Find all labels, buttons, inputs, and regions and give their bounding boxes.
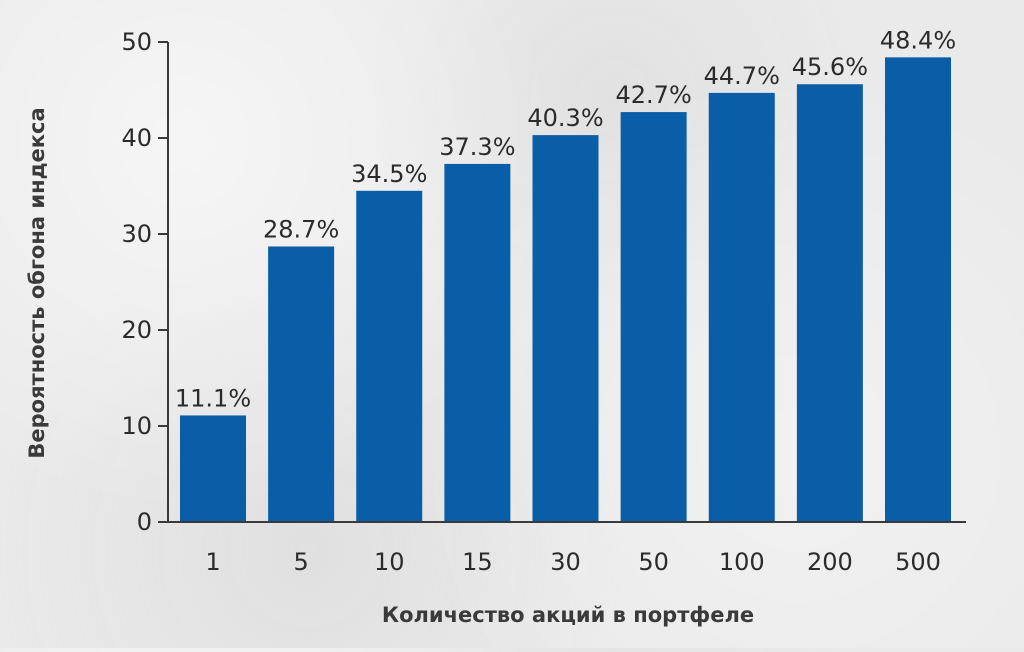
bar-data-label: 40.3% bbox=[527, 104, 603, 132]
y-tick-label: 50 bbox=[121, 28, 152, 56]
y-axis-title: Вероятность обгона индекса bbox=[25, 107, 49, 458]
bar-data-label: 45.6% bbox=[792, 53, 868, 81]
x-axis-title: Количество акций в портфеле bbox=[382, 603, 754, 627]
y-tick-label: 0 bbox=[137, 508, 152, 536]
bar-data-label: 48.4% bbox=[880, 26, 956, 54]
bar bbox=[796, 84, 863, 523]
bar-data-label: 44.7% bbox=[704, 62, 780, 90]
y-axis-ticks: 0 10 20 30 40 50 bbox=[121, 28, 168, 536]
x-tick-label: 500 bbox=[895, 548, 941, 576]
data-labels: 11.1% 28.7% 34.5% 37.3% 40.3% 42.7% 44.7% 45.6%… bbox=[175, 26, 956, 412]
y-tick-label: 40 bbox=[121, 124, 152, 152]
bar-data-label: 34.5% bbox=[351, 160, 427, 188]
x-tick-label: 1 bbox=[205, 548, 220, 576]
x-tick-label: 5 bbox=[293, 548, 308, 576]
x-tick-label: 50 bbox=[638, 548, 669, 576]
bar bbox=[268, 246, 335, 523]
bar bbox=[356, 190, 423, 523]
bar bbox=[620, 112, 687, 522]
y-tick-label: 20 bbox=[121, 316, 152, 344]
bar-data-label: 11.1% bbox=[175, 384, 251, 412]
bar bbox=[532, 135, 599, 522]
bar bbox=[444, 163, 511, 523]
bar bbox=[180, 415, 246, 522]
x-tick-label: 15 bbox=[462, 548, 493, 576]
x-tick-label: 30 bbox=[550, 548, 581, 576]
x-axis-ticks: 1 5 10 15 30 50 100 200 500 bbox=[205, 548, 941, 576]
y-tick-label: 30 bbox=[121, 220, 152, 248]
x-tick-label: 10 bbox=[374, 548, 405, 576]
bar-data-label: 37.3% bbox=[439, 133, 515, 161]
bar-data-label: 42.7% bbox=[616, 81, 692, 109]
bar bbox=[885, 57, 951, 523]
bar bbox=[708, 92, 775, 522]
y-tick-label: 10 bbox=[121, 412, 152, 440]
x-tick-label: 100 bbox=[719, 548, 765, 576]
bar-data-label: 28.7% bbox=[263, 215, 339, 243]
bars bbox=[180, 57, 951, 523]
x-tick-label: 200 bbox=[807, 548, 853, 576]
